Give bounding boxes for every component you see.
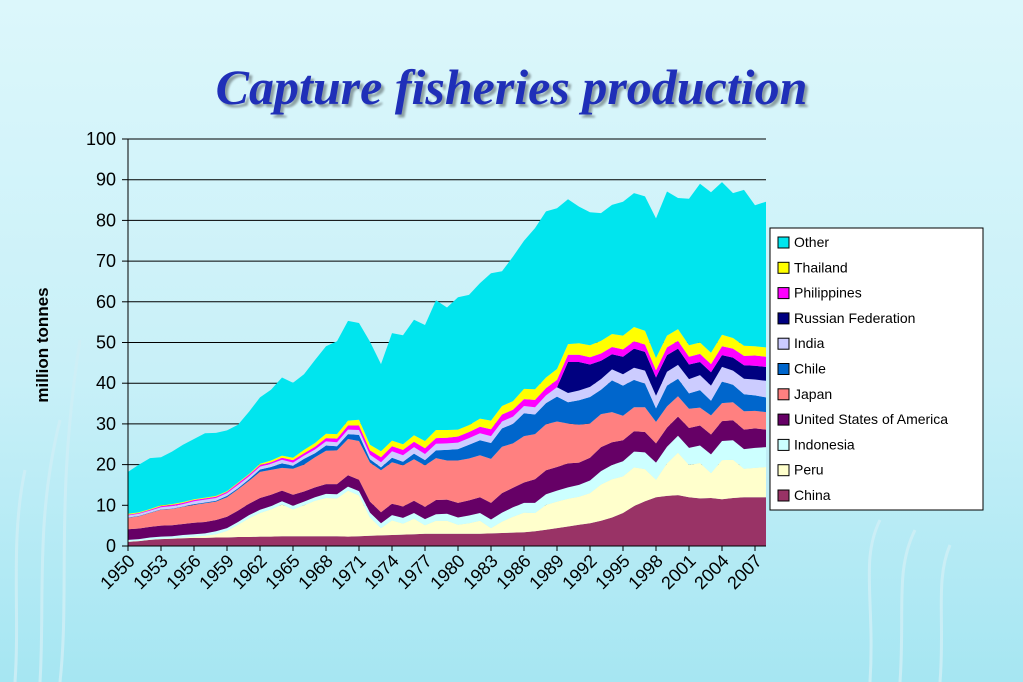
legend-swatch-japan [777, 388, 790, 401]
area-philippines [128, 340, 766, 516]
y-tick-label: 100 [86, 129, 116, 149]
x-tick-label: 1968 [294, 551, 336, 593]
area-chile [128, 378, 766, 518]
x-tick-label: 1983 [459, 551, 501, 593]
area-peru [128, 452, 766, 542]
x-tick-label: 2004 [690, 551, 732, 593]
legend-label-peru: Peru [794, 462, 824, 478]
y-tick-label: 80 [96, 210, 116, 230]
area-india [128, 364, 766, 518]
legend-label-indonesia: Indonesia [794, 436, 855, 452]
decorative-grass [13, 339, 952, 682]
x-tick-label: 2001 [657, 551, 699, 593]
x-tick-label: 1980 [426, 551, 468, 593]
area-thailand [128, 327, 766, 515]
slide-title: Capture fisheries production [215, 59, 808, 115]
legend: Other Thailand Philippines Russian Federati… [769, 227, 984, 511]
y-axis-label: million tonnes [33, 287, 52, 402]
area-united-states-of-america [128, 416, 766, 540]
y-tick-labels: 0 10 20 30 40 50 60 70 80 90 100 [86, 129, 116, 556]
legend-swatch-philippines [777, 287, 790, 300]
y-tick-label: 0 [106, 536, 116, 556]
x-tick-label: 1989 [525, 551, 567, 593]
legend-label-united-states-of-america: United States of America [794, 411, 948, 427]
y-tick-label: 70 [96, 251, 116, 271]
x-tick-label: 1956 [162, 551, 204, 593]
y-tick-label: 20 [96, 455, 116, 475]
legend-swatch-united-states-of-america [777, 413, 790, 426]
y-tick-label: 90 [96, 170, 116, 190]
legend-swatch-indonesia [777, 438, 790, 451]
x-tick-label: 1992 [558, 551, 600, 593]
legend-label-china: China [794, 487, 831, 503]
x-tick-label: 1962 [228, 551, 270, 593]
x-tick-label: 1974 [360, 551, 402, 593]
x-tick-label: 1950 [96, 551, 138, 593]
legend-box [769, 227, 984, 511]
area-china [128, 495, 766, 546]
x-tick-label: 1998 [624, 551, 666, 593]
x-tick-labels: 1950195319561959196219651968197119741977… [96, 551, 765, 593]
x-tick-label: 1995 [591, 551, 633, 593]
x-tick-label: 2007 [723, 551, 765, 593]
area-japan [128, 396, 766, 530]
x-tick-label: 1965 [261, 551, 303, 593]
y-tick-label: 60 [96, 292, 116, 312]
y-tick-label: 40 [96, 373, 116, 393]
area-indonesia [128, 435, 766, 542]
legend-label-russian-federation: Russian Federation [794, 310, 915, 326]
legend-label-japan: Japan [794, 386, 832, 402]
y-tick-label: 50 [96, 333, 116, 353]
axes [127, 139, 766, 551]
x-tick-label: 1977 [393, 551, 435, 593]
x-tick-label: 1953 [129, 551, 171, 593]
legend-swatch-chile [777, 363, 790, 375]
legend-label-chile: Chile [794, 361, 826, 377]
x-tick-label: 1959 [195, 551, 237, 593]
legend-swatch-other [777, 236, 790, 249]
legend-swatch-thailand [777, 261, 790, 274]
legend-label-philippines: Philippines [794, 285, 862, 301]
legend-swatch-russian-federation [777, 312, 790, 325]
legend-swatch-peru [777, 464, 790, 477]
y-tick-label: 30 [96, 414, 116, 434]
area-series [128, 182, 766, 546]
y-tick-label: 10 [96, 495, 116, 515]
legend-swatch-china [777, 489, 790, 502]
area-russian-federation [128, 348, 766, 516]
legend-swatch-india [777, 337, 790, 350]
area-other [128, 182, 766, 514]
legend-label-other: Other [794, 234, 829, 250]
legend-label-thailand: Thailand [794, 259, 848, 275]
x-tick-label: 1986 [492, 551, 534, 593]
legend-label-india: India [794, 335, 825, 351]
x-tick-label: 1971 [327, 551, 369, 593]
